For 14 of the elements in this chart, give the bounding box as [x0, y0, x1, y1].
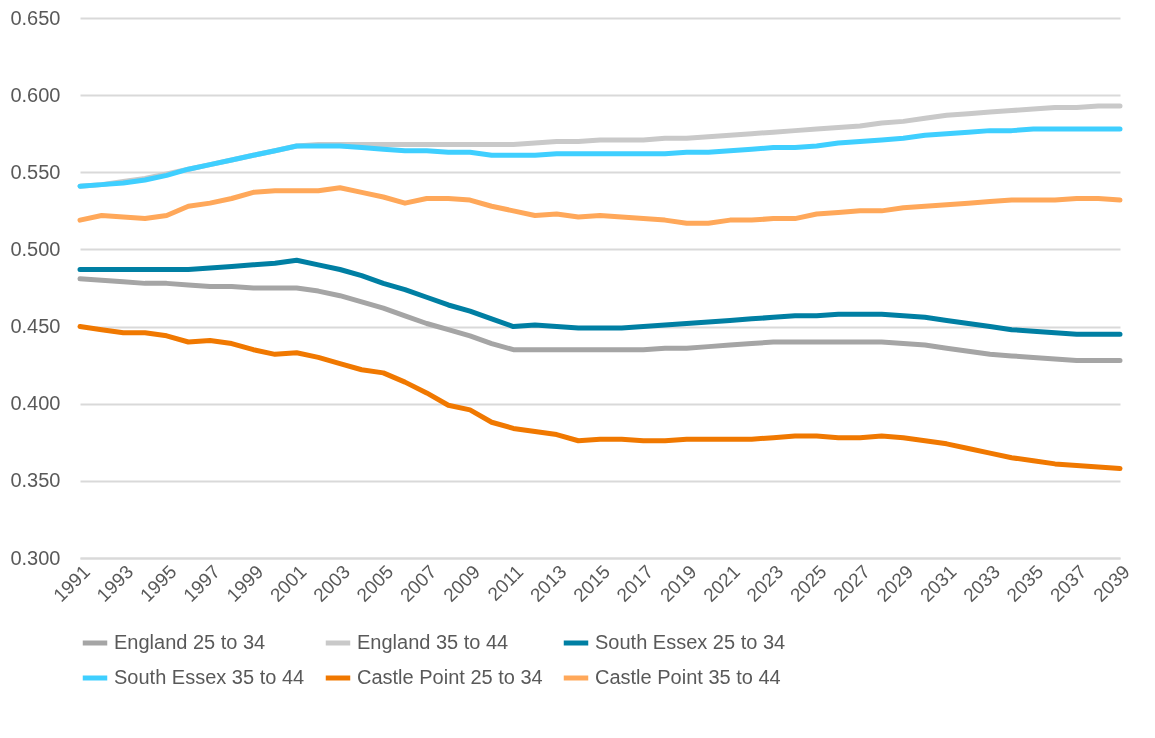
- legend-label: South Essex 25 to 34: [595, 631, 786, 653]
- legend-label: Castle Point 35 to 44: [595, 666, 781, 688]
- y-tick-label: 0.300: [10, 546, 61, 569]
- y-tick-label: 0.400: [10, 392, 61, 415]
- y-tick-label: 0.500: [10, 237, 61, 260]
- legend-label: Castle Point 25 to 34: [357, 666, 543, 688]
- y-tick-label: 0.350: [10, 469, 61, 492]
- y-tick-label: 0.450: [10, 315, 61, 338]
- legend-label: South Essex 35 to 44: [114, 666, 305, 688]
- y-tick-label: 0.600: [10, 83, 61, 106]
- legend-label: England 35 to 44: [357, 631, 509, 653]
- y-tick-label: 0.650: [10, 6, 61, 29]
- legend-label: England 25 to 34: [114, 631, 266, 653]
- y-tick-label: 0.550: [10, 160, 61, 183]
